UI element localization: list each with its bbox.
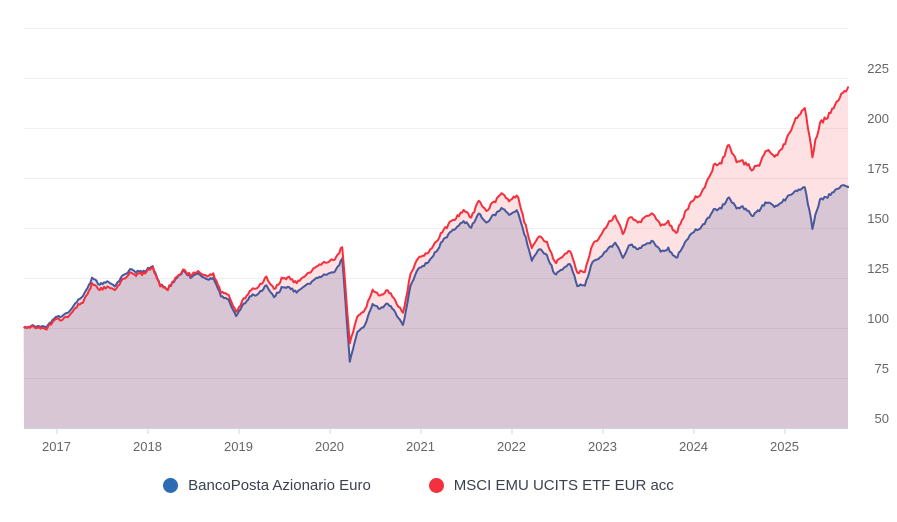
x-axis-label: 2024: [679, 439, 708, 454]
x-axis-label: 2023: [588, 439, 617, 454]
x-axis-label: 2018: [133, 439, 162, 454]
y-axis-label: 100: [867, 311, 889, 326]
legend-label-bancoposta: BancoPosta Azionario Euro: [188, 477, 371, 494]
legend-label-msci: MSCI EMU UCITS ETF EUR acc: [453, 477, 674, 494]
x-axis-label: 2025: [770, 439, 799, 454]
chart-legend: BancoPosta Azionario Euro MSCI EMU UCITS…: [0, 477, 867, 494]
x-axis-label: 2017: [42, 439, 71, 454]
y-axis-label: 175: [867, 161, 889, 176]
legend-item-bancoposta[interactable]: BancoPosta Azionario Euro: [163, 477, 371, 494]
x-axis-label: 2021: [406, 439, 435, 454]
y-axis-label: 200: [867, 111, 889, 126]
y-axis-label: 125: [867, 261, 889, 276]
x-axis-label: 2020: [315, 439, 344, 454]
y-axis-label: 50: [874, 411, 889, 426]
legend-item-msci[interactable]: MSCI EMU UCITS ETF EUR acc: [428, 477, 674, 494]
x-axis-label: 2019: [224, 439, 253, 454]
legend-marker-bancoposta-icon: [163, 478, 179, 493]
y-axis-label: 225: [867, 61, 889, 76]
legend-marker-msci-icon: [428, 478, 444, 493]
y-axis-label: 150: [867, 211, 889, 226]
x-axis-label: 2022: [497, 439, 526, 454]
y-axis-label: 75: [874, 361, 889, 376]
